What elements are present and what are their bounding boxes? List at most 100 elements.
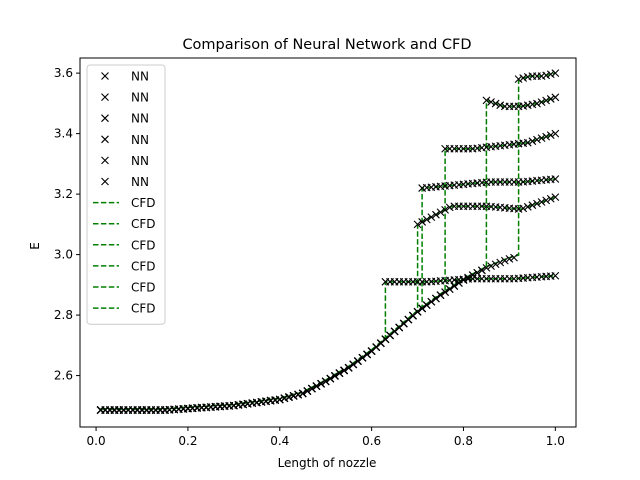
- nn-marker: [551, 129, 560, 138]
- nn-series-5: [96, 93, 560, 414]
- legend-marker-nn: [101, 93, 109, 101]
- nn-series-6: [96, 69, 560, 414]
- nn-marker: [510, 253, 518, 262]
- nn-marker: [482, 96, 491, 105]
- nn-marker: [496, 101, 505, 110]
- nn-marker: [537, 198, 546, 206]
- nn-marker: [422, 301, 431, 309]
- cfd-line-3: [100, 178, 556, 410]
- legend-label: CFD: [131, 238, 156, 252]
- nn-marker: [514, 75, 523, 84]
- legend-label: NN: [131, 70, 149, 84]
- nn-marker: [533, 135, 541, 144]
- y-tick-label: 2.6: [54, 369, 73, 383]
- legend-label: NN: [131, 91, 149, 105]
- nn-marker: [519, 204, 528, 213]
- nn-marker: [349, 360, 358, 369]
- nn-series-3: [96, 175, 560, 414]
- x-tick-label: 0.2: [178, 434, 197, 448]
- nn-marker: [523, 138, 532, 147]
- nn-marker: [436, 208, 445, 217]
- nn-marker: [477, 266, 486, 275]
- cfd-line-5: [100, 96, 556, 410]
- nn-marker: [427, 297, 436, 306]
- nn-marker: [308, 384, 316, 393]
- nn-marker: [432, 210, 440, 219]
- nn-marker: [468, 271, 477, 280]
- nn-marker: [473, 268, 482, 277]
- y-axis-label: E: [28, 242, 42, 250]
- nn-marker: [321, 377, 330, 386]
- nn-marker: [496, 258, 505, 267]
- nn-marker: [546, 131, 555, 140]
- nn-marker: [298, 389, 307, 398]
- nn-marker: [344, 363, 353, 372]
- nn-marker: [487, 262, 495, 270]
- nn-marker: [537, 98, 546, 107]
- y-tick-label: 3.6: [54, 66, 73, 80]
- chart-title: Comparison of Neural Network and CFD: [182, 37, 471, 53]
- nn-marker: [505, 254, 514, 263]
- series-group: [96, 69, 560, 414]
- nn-marker: [275, 395, 284, 404]
- nn-marker: [413, 307, 422, 316]
- nn-marker: [441, 205, 449, 214]
- nn-marker: [441, 288, 449, 296]
- nn-marker: [335, 369, 344, 378]
- nn-marker: [542, 71, 551, 80]
- nn-series-4: [96, 129, 560, 414]
- nn-marker: [551, 193, 560, 202]
- nn-marker: [331, 371, 339, 380]
- legend-label: CFD: [131, 259, 156, 273]
- nn-marker: [542, 132, 551, 141]
- nn-marker: [537, 134, 546, 143]
- nn-marker: [551, 271, 560, 280]
- plot-layer: [96, 69, 560, 414]
- nn-marker: [491, 260, 500, 269]
- nn-marker: [289, 391, 298, 400]
- nn-marker: [285, 393, 293, 401]
- nn-marker: [312, 382, 321, 391]
- nn-marker: [523, 202, 532, 211]
- legend-marker-nn: [101, 156, 109, 165]
- legend-label: CFD: [131, 196, 156, 210]
- nn-marker: [294, 390, 303, 399]
- y-tick-label: 2.8: [54, 308, 73, 322]
- nn-marker: [482, 264, 491, 272]
- ticks-layer: 0.0 0.2 0.4 0.6 0.8 1.0 2.6 2.8 3.0 3.2 3.4 3.6: [54, 66, 565, 448]
- y-tick-label: 3.0: [54, 248, 73, 262]
- legend-marker-nn: [101, 114, 109, 123]
- x-tick-label: 0.8: [454, 434, 473, 448]
- nn-marker: [422, 215, 431, 224]
- nn-marker: [326, 374, 335, 383]
- cfd-line-1: [100, 275, 556, 410]
- legend-label: NN: [131, 133, 149, 147]
- nn-marker: [459, 276, 468, 284]
- x-tick-label: 0.4: [270, 434, 289, 448]
- plot-frame: [79, 57, 577, 428]
- nn-marker: [528, 201, 537, 210]
- nn-marker: [487, 98, 495, 106]
- x-tick-label: 0.0: [87, 434, 106, 448]
- nn-marker: [533, 99, 541, 108]
- nn-marker: [528, 137, 537, 146]
- nn-marker: [427, 213, 436, 221]
- nn-marker: [551, 175, 560, 183]
- nn-marker: [533, 199, 541, 208]
- nn-marker: [455, 279, 463, 287]
- x-tick-label: 0.6: [362, 434, 381, 448]
- nn-marker: [546, 95, 555, 103]
- nn-marker: [546, 70, 555, 79]
- legend-label: NN: [131, 175, 149, 189]
- legend-box: [86, 64, 166, 325]
- nn-marker: [436, 291, 445, 300]
- nn-marker: [519, 74, 528, 82]
- nn-marker: [445, 285, 454, 293]
- nn-marker: [445, 203, 454, 212]
- nn-series-1: [96, 271, 560, 414]
- nn-marker: [418, 304, 427, 313]
- legend-marker-nn: [101, 135, 109, 144]
- legend-label: CFD: [131, 302, 156, 316]
- nn-marker: [418, 218, 427, 226]
- legend-label: NN: [131, 112, 149, 126]
